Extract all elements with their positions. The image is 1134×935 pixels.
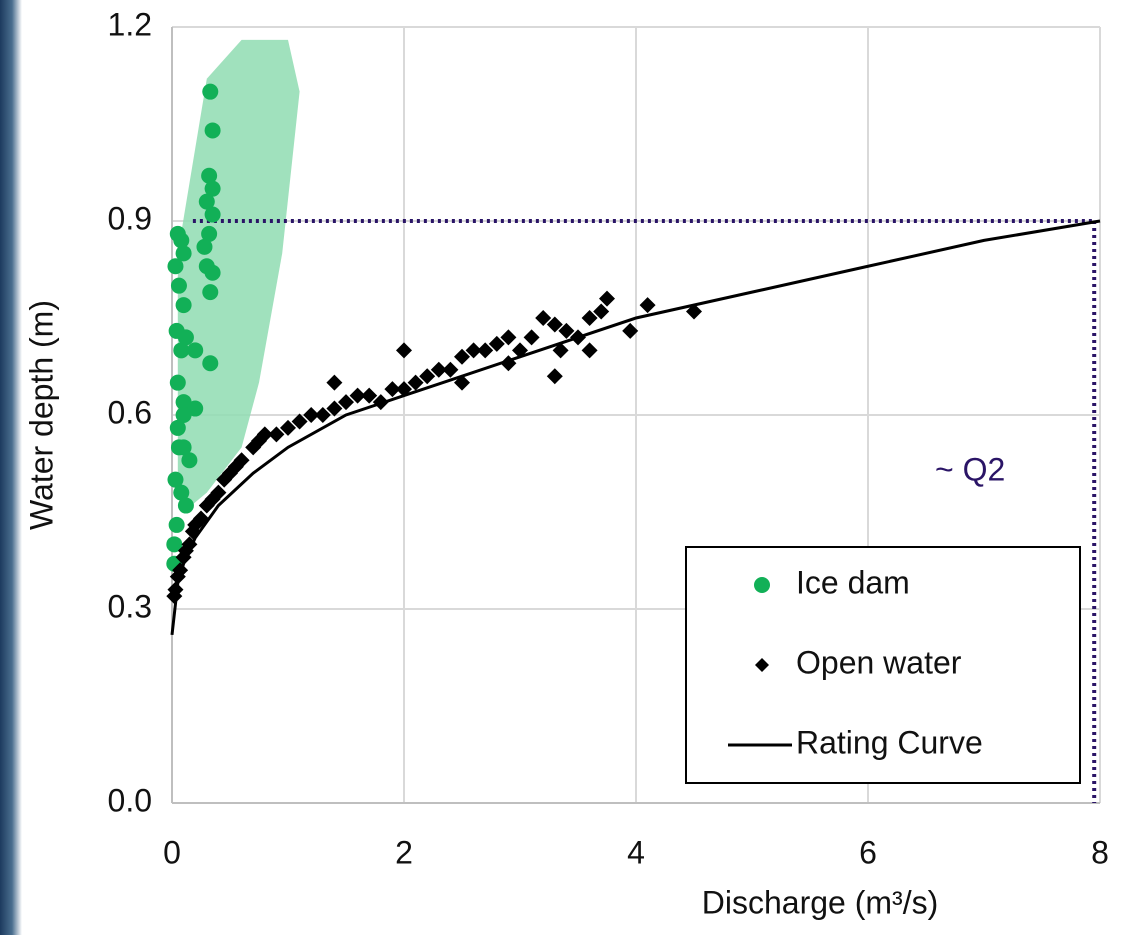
point	[349, 387, 366, 404]
rating-curve	[170, 219, 1101, 636]
y-tick-label: 0.3	[108, 588, 152, 624]
point	[173, 484, 190, 501]
point	[204, 264, 221, 281]
legend-marker	[754, 577, 770, 593]
point	[177, 497, 194, 514]
point	[170, 439, 187, 456]
point	[175, 297, 192, 314]
x-tick-label: 6	[859, 834, 877, 870]
point	[639, 297, 656, 314]
point	[196, 238, 213, 255]
x-tick-label: 0	[163, 834, 181, 870]
point	[181, 452, 198, 469]
point	[169, 419, 186, 436]
point	[201, 225, 218, 242]
point	[167, 258, 184, 275]
y-tick-label: 0.0	[108, 782, 152, 818]
y-axis-label: Water depth (m)	[23, 300, 59, 530]
point	[581, 310, 598, 326]
point	[442, 361, 459, 378]
point	[291, 413, 308, 430]
point	[500, 355, 517, 372]
point	[204, 180, 221, 197]
point	[558, 322, 575, 339]
point	[167, 581, 184, 598]
point	[233, 452, 250, 469]
point	[166, 536, 183, 553]
point	[599, 290, 615, 307]
legend-label: Rating Curve	[796, 724, 983, 760]
legend-label: Ice dam	[796, 564, 910, 600]
point	[177, 329, 194, 346]
point	[454, 348, 470, 365]
x-axis-label: Discharge (m³/s)	[702, 884, 938, 920]
point	[204, 206, 221, 223]
annotation: ~ Q2	[935, 451, 1005, 487]
point	[245, 439, 262, 456]
point	[173, 232, 190, 249]
y-tick-label: 1.2	[108, 6, 152, 42]
point	[581, 342, 598, 359]
point	[552, 342, 569, 359]
point	[338, 394, 354, 411]
point	[170, 277, 187, 294]
point	[314, 407, 331, 423]
point	[202, 284, 219, 301]
point	[175, 245, 192, 262]
point	[326, 400, 343, 417]
legend-label: Open water	[796, 644, 962, 680]
point	[407, 374, 424, 391]
x-tick-label: 2	[395, 834, 413, 870]
y-tick-label: 0.9	[108, 200, 152, 236]
point	[523, 329, 540, 346]
point	[500, 329, 517, 346]
point	[535, 310, 552, 326]
x-tick-label: 8	[1091, 834, 1109, 870]
point	[280, 419, 296, 436]
point	[430, 361, 447, 378]
point	[419, 368, 436, 385]
point	[396, 342, 412, 359]
y-tick-label: 0.6	[108, 394, 152, 430]
point	[488, 335, 505, 352]
ice-dam-envelope	[177, 39, 300, 512]
point	[198, 193, 215, 210]
point	[465, 342, 482, 359]
point	[201, 167, 218, 184]
point	[593, 303, 610, 320]
point	[187, 342, 204, 359]
point	[361, 387, 378, 404]
point	[384, 381, 401, 398]
point	[175, 407, 192, 423]
point	[169, 374, 186, 391]
point	[256, 426, 273, 443]
point	[686, 303, 702, 320]
point	[167, 471, 184, 488]
point	[326, 374, 343, 391]
point	[168, 516, 185, 533]
point	[477, 342, 494, 359]
point	[546, 316, 563, 333]
point	[622, 322, 639, 339]
legend-marker	[755, 658, 769, 672]
x-tick-label: 4	[627, 834, 645, 870]
point	[210, 484, 227, 501]
point	[546, 368, 563, 385]
point	[173, 342, 190, 359]
point	[204, 122, 221, 139]
point	[202, 355, 219, 372]
point	[202, 83, 219, 100]
point	[303, 407, 320, 423]
point	[268, 426, 285, 443]
